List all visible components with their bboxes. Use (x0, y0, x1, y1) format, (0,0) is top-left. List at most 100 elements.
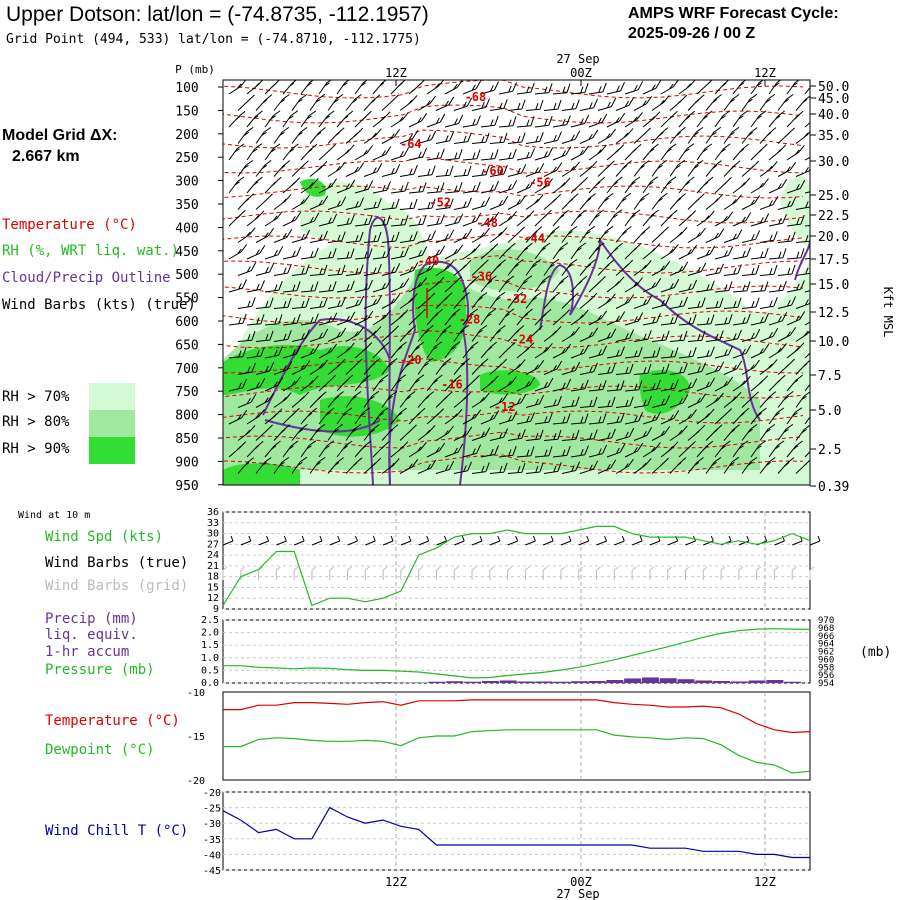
wind-barb (471, 462, 490, 474)
wind-barb (327, 264, 346, 276)
wind-barb (327, 127, 345, 144)
wind-barb (417, 230, 436, 243)
height-tick-label: 7.5 (818, 369, 841, 384)
wind-barb (525, 194, 544, 210)
wind-barb (750, 312, 770, 326)
isotherm-line (223, 385, 804, 399)
wind-barb (255, 424, 273, 441)
wind-barb (534, 147, 554, 161)
wind-barb (507, 99, 526, 111)
wind-barb (426, 80, 445, 95)
wind-barb (507, 195, 527, 210)
wind-barb (453, 259, 472, 276)
cycle-label: AMPS WRF Forecast Cycle: (628, 5, 839, 22)
wind-barb (507, 394, 527, 408)
wind-barb (282, 440, 299, 458)
wind-barb (570, 309, 589, 326)
legend-windchill: Wind Chill T (°C) (45, 823, 189, 839)
wind-barb (291, 360, 311, 375)
isotherm-label: -12 (494, 400, 516, 414)
wind-barb (714, 143, 731, 161)
rh70-swatch (89, 383, 135, 410)
wind-barb (264, 246, 284, 260)
wind-barb (435, 229, 455, 243)
wind-barb (381, 458, 400, 474)
wind-barb (669, 394, 689, 408)
wind-barb (741, 456, 758, 474)
wind-barb (462, 409, 482, 425)
wind-barb (372, 374, 389, 392)
wind-barb (417, 261, 437, 276)
wind-barb (525, 394, 545, 408)
wind-barb (543, 226, 560, 243)
surface-wind-barb (436, 535, 447, 546)
wind-barb (615, 192, 632, 210)
wind-barb (426, 442, 446, 458)
wind-barb (543, 292, 561, 309)
wind-barb (390, 112, 409, 128)
wind-barb (534, 446, 553, 458)
windchill-ytick-label: -30 (203, 819, 221, 830)
wind-barb (471, 427, 491, 441)
wind-barb (534, 308, 552, 326)
wind-barb (597, 459, 617, 474)
surface-wind-barb (542, 535, 554, 546)
wind-barb (237, 227, 256, 243)
wind-barb (336, 280, 355, 293)
wind-barb (786, 179, 806, 194)
wind-barb (507, 429, 526, 441)
legend-rh: RH (%, WRT liq. wat.) (2, 243, 180, 259)
precip-bar (570, 681, 588, 683)
wind-barb (264, 408, 283, 425)
wind-barb (327, 457, 344, 474)
wind-barb (633, 363, 652, 375)
isotherm-line (223, 410, 804, 424)
surface-wind-barb (596, 535, 608, 546)
wind-barb (642, 347, 661, 359)
wind-barb (426, 374, 443, 392)
wind-barb (282, 281, 301, 293)
wind-barb (579, 129, 599, 144)
wind-barb (552, 446, 571, 458)
wind-barb (264, 143, 281, 161)
temp-ytick-label: -10 (187, 688, 205, 699)
wind-barb (300, 110, 317, 128)
wind-barb (705, 94, 722, 111)
wind-barb (327, 161, 346, 177)
wind-barb (426, 214, 445, 227)
wind-barb (471, 292, 488, 309)
wind-barb (489, 325, 506, 342)
wind-barb (687, 193, 705, 210)
height-tick-label: 17.5 (818, 253, 849, 268)
wind-barb (570, 114, 590, 128)
precip-bar (552, 681, 570, 683)
wind-barb (327, 196, 347, 210)
wind-barb (624, 209, 641, 227)
isotherm-line (223, 104, 804, 124)
height-tick-label: 25.0 (818, 189, 849, 204)
windchill-panel-frame (222, 791, 811, 871)
wind-barb (633, 160, 650, 177)
wind-barb (408, 112, 428, 128)
wind-barb (237, 193, 255, 210)
isotherm-label: -16 (441, 377, 463, 391)
wind-barb (696, 280, 715, 293)
wind-barb (246, 176, 263, 194)
wind-barb (750, 343, 770, 359)
wind-barb (444, 276, 462, 293)
wind-barb (678, 409, 697, 425)
wind-barb (795, 167, 810, 177)
wind-barb (237, 297, 256, 309)
wind-barb (624, 277, 643, 293)
wind-barb (615, 226, 632, 243)
grid-wind-barb (453, 566, 459, 580)
wind-barb (327, 296, 346, 309)
wind-barb (417, 357, 434, 375)
wind-barb (327, 231, 346, 243)
wind-barb (714, 314, 733, 326)
wind-barb (615, 259, 634, 276)
surface-wind-barb (809, 535, 821, 546)
wind-barb (408, 374, 425, 392)
wind-barb (354, 145, 374, 161)
wind-barb (651, 295, 671, 309)
